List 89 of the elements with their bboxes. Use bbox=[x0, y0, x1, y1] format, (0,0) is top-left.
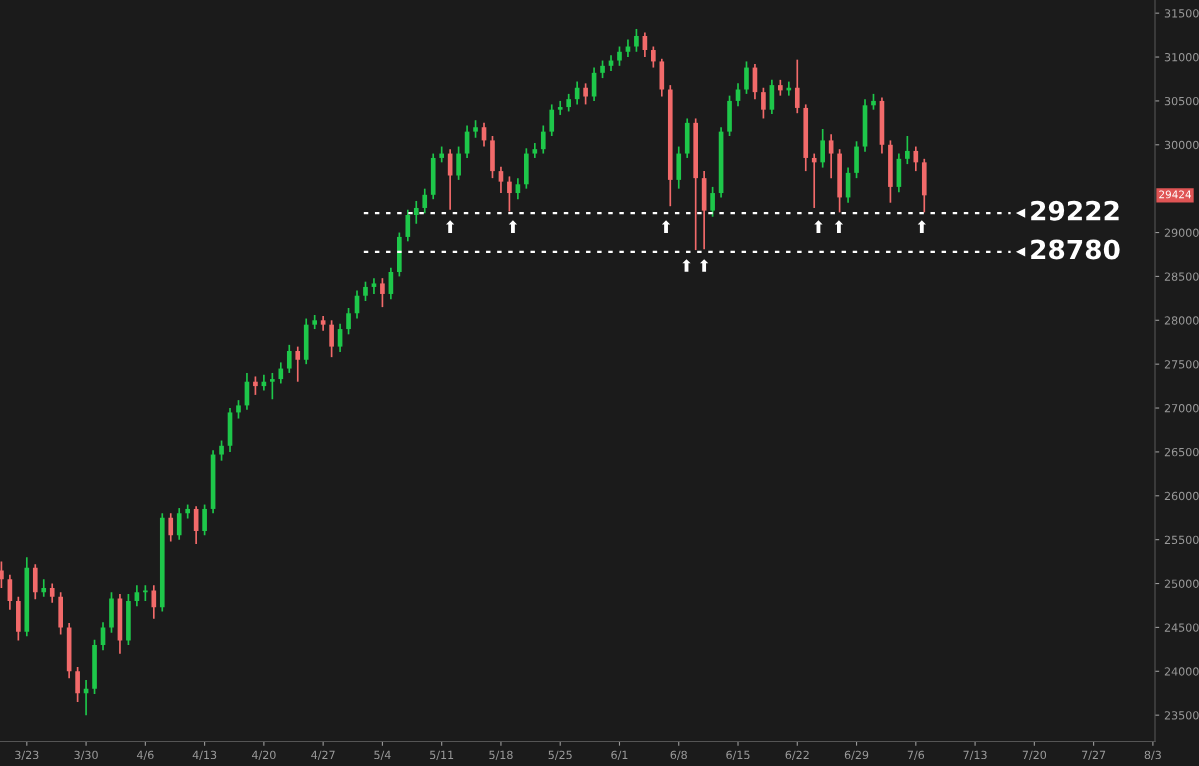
y-tick-label: 26000 bbox=[1164, 491, 1199, 501]
candlestick bbox=[75, 666, 80, 703]
candlestick bbox=[905, 135, 910, 165]
candlestick bbox=[498, 165, 504, 194]
candlestick bbox=[236, 399, 241, 420]
candlestick bbox=[557, 100, 563, 116]
candlestick bbox=[794, 58, 800, 115]
annotation: ⬆ bbox=[834, 220, 844, 233]
candlestick bbox=[0, 560, 4, 589]
y-tick-label: 26500 bbox=[1164, 447, 1199, 457]
candlestick bbox=[617, 45, 622, 67]
candlestick bbox=[295, 345, 301, 383]
y-tick-label: 27000 bbox=[1164, 404, 1199, 413]
candlestick bbox=[278, 361, 284, 385]
candlestick bbox=[540, 124, 546, 155]
candlestick bbox=[761, 86, 766, 120]
candlestick bbox=[422, 187, 428, 215]
x-tick-label: 5/25 bbox=[548, 750, 572, 760]
y-tick-label: 30000 bbox=[1164, 140, 1199, 150]
y-tick-label: 31500 bbox=[1164, 9, 1199, 18]
candlestick bbox=[549, 103, 555, 137]
y-tick-label: 28000 bbox=[1164, 316, 1199, 325]
candlestick bbox=[380, 277, 385, 308]
x-tick-label: 7/20 bbox=[1022, 750, 1047, 760]
y-tick-label: 24000 bbox=[1164, 667, 1199, 676]
y-tick-label: 28500 bbox=[1164, 272, 1199, 281]
candlestick bbox=[820, 128, 826, 169]
candlestick bbox=[270, 372, 275, 401]
x-tick-label: 4/20 bbox=[251, 750, 276, 760]
x-tick-label: 5/18 bbox=[489, 750, 513, 760]
x-tick-label: 6/1 bbox=[611, 750, 628, 760]
y-tick-label: 31000 bbox=[1164, 53, 1199, 62]
x-tick-label: 4/27 bbox=[311, 750, 335, 760]
candlestick bbox=[710, 186, 715, 218]
candlestick bbox=[176, 507, 182, 541]
x-tick-label: 6/8 bbox=[670, 750, 687, 760]
annotation: ⬆ bbox=[682, 259, 691, 272]
candlestick bbox=[456, 145, 461, 181]
text: 29424 bbox=[1159, 190, 1192, 199]
candlestick bbox=[168, 512, 174, 543]
candlestick bbox=[811, 152, 817, 209]
annotation: ⬆ bbox=[446, 220, 455, 233]
candlestick bbox=[41, 578, 47, 598]
candlestick bbox=[744, 60, 749, 95]
candlestick bbox=[507, 175, 512, 213]
y-tick-label: 29000 bbox=[1164, 228, 1199, 237]
annotation: ⬆ bbox=[661, 220, 671, 233]
annotation: ⬆ bbox=[917, 220, 926, 233]
annotation: ⬆ bbox=[508, 220, 518, 233]
x-tick-label: 3/23 bbox=[15, 750, 39, 760]
y-tick-label: 25500 bbox=[1164, 535, 1199, 545]
ref-line-label: 29222 bbox=[1031, 200, 1119, 221]
x-tick-label: 7/13 bbox=[963, 750, 987, 760]
candlestick bbox=[253, 375, 258, 396]
x-tick-label: 6/29 bbox=[844, 750, 869, 760]
y-tick-label: 24500 bbox=[1164, 623, 1199, 632]
x-tick-label: 4/6 bbox=[136, 750, 154, 760]
candlestick bbox=[634, 28, 639, 53]
x-tick-label: 3/30 bbox=[74, 750, 98, 760]
x-tick-label: 4/13 bbox=[192, 750, 217, 760]
x-tick-label: 6/15 bbox=[726, 750, 750, 760]
candlestick bbox=[913, 145, 919, 172]
candlestick bbox=[828, 133, 834, 179]
ref-line-label: 28780 bbox=[1031, 239, 1120, 260]
candlestick bbox=[371, 277, 377, 295]
x-tick-label: 5/11 bbox=[430, 750, 454, 760]
candlestick bbox=[405, 208, 411, 243]
candlestick bbox=[329, 319, 334, 358]
x-tick-label: 7/6 bbox=[907, 750, 925, 760]
candlestick bbox=[202, 503, 207, 537]
candlestick bbox=[583, 82, 588, 106]
candlestick bbox=[413, 200, 419, 225]
candlestick bbox=[346, 307, 351, 336]
candlestick bbox=[363, 280, 368, 302]
candlestick bbox=[286, 344, 292, 374]
y-tick-label: 27500 bbox=[1164, 360, 1199, 369]
x-tick-label: 7/27 bbox=[1082, 750, 1106, 760]
candlestick bbox=[49, 582, 55, 604]
candlestick bbox=[651, 45, 656, 69]
x-tick-label: 8/3 bbox=[1144, 750, 1161, 760]
y-tick-label: 25000 bbox=[1164, 579, 1199, 588]
annotation: ⬆ bbox=[814, 220, 823, 233]
candlestick bbox=[219, 439, 224, 462]
y-tick-label: 30500 bbox=[1164, 96, 1199, 106]
y-tick-label: 23500 bbox=[1164, 711, 1199, 720]
x-tick-label: 5/4 bbox=[374, 750, 391, 760]
annotation: ⬆ bbox=[700, 259, 709, 272]
x-tick-label: 6/22 bbox=[785, 750, 809, 760]
candlestick bbox=[151, 584, 157, 620]
